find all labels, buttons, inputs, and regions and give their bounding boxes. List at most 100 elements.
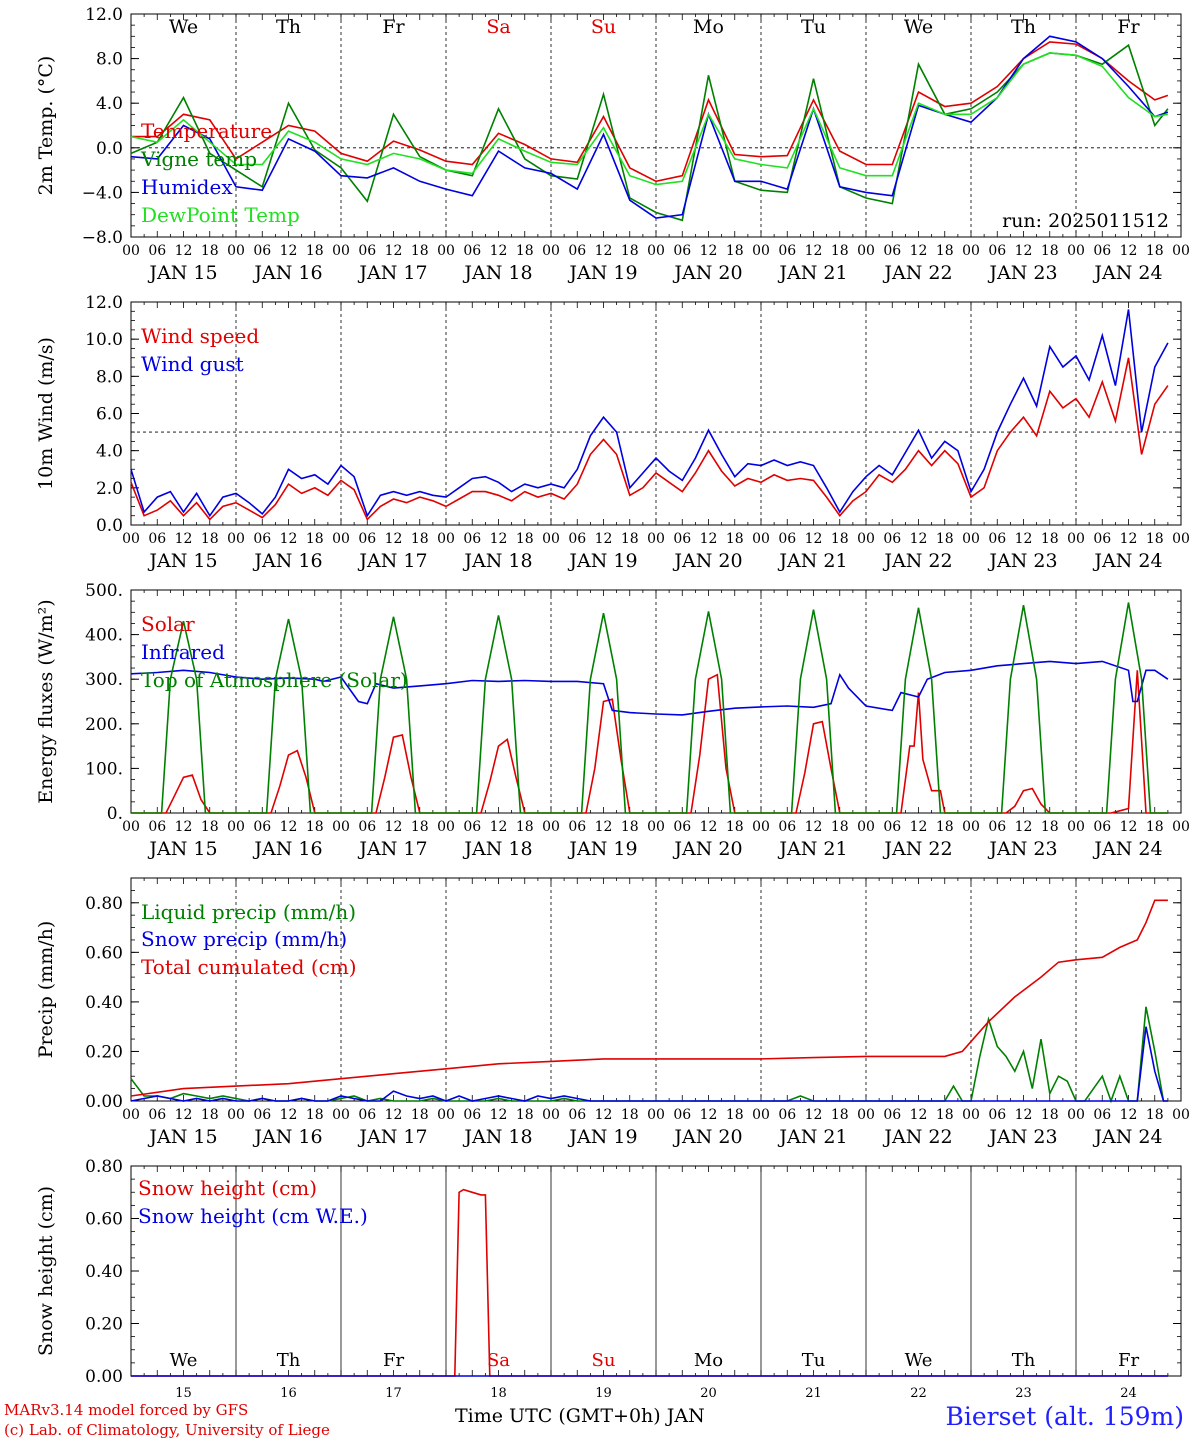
legend-entry: Infrared xyxy=(141,640,225,664)
weekday-label: Su xyxy=(592,1350,616,1371)
hour-label: 06 xyxy=(568,531,586,547)
hour-label: 18 xyxy=(201,1107,219,1123)
hour-label: 12 xyxy=(910,819,928,835)
date-label: JAN 20 xyxy=(672,838,742,860)
date-label: JAN 16 xyxy=(252,838,322,860)
hour-label: 12 xyxy=(1015,819,1033,835)
hour-label: 12 xyxy=(1015,531,1033,547)
y-tick-label: 0.0 xyxy=(96,516,123,536)
y-tick-label: 0.00 xyxy=(85,1092,123,1112)
date-label: JAN 18 xyxy=(462,838,532,860)
hour-label: 00 xyxy=(1172,819,1190,835)
date-label: JAN 15 xyxy=(147,1126,217,1148)
hour-label: 12 xyxy=(175,531,193,547)
legend-entry: Snow height (cm) xyxy=(138,1176,317,1200)
y-tick-label: 0.00 xyxy=(85,1367,123,1387)
date-label: JAN 18 xyxy=(462,550,532,572)
y-tick-label: 10.0 xyxy=(85,330,123,350)
weekday-label: Fr xyxy=(1118,1350,1139,1371)
hour-label: 00 xyxy=(542,531,560,547)
hour-label: 00 xyxy=(1172,243,1190,259)
hour-label: 18 xyxy=(201,243,219,259)
hour-label: 12 xyxy=(1015,243,1033,259)
legend-entry: Snow precip (mm/h) xyxy=(141,927,347,951)
hour-label: 12 xyxy=(700,243,718,259)
hour-label: 12 xyxy=(175,819,193,835)
hour-label: 06 xyxy=(778,531,796,547)
hour-label: 12 xyxy=(910,531,928,547)
hour-label: 00 xyxy=(227,243,245,259)
hour-label: 06 xyxy=(148,1107,166,1123)
hour-label: 00 xyxy=(647,243,665,259)
hour-label: 06 xyxy=(1093,1107,1111,1123)
y-tick-label: 400. xyxy=(85,626,123,646)
date-label: JAN 23 xyxy=(987,838,1057,860)
date-label: JAN 18 xyxy=(462,1126,532,1148)
hour-label: 06 xyxy=(358,531,376,547)
run-label: run: 2025011512 xyxy=(1002,210,1169,232)
y-tick-label: 0.60 xyxy=(85,1210,123,1230)
hour-label: 18 xyxy=(621,819,639,835)
hour-label: 00 xyxy=(122,1107,140,1123)
date-label: JAN 23 xyxy=(987,1126,1057,1148)
weekday-label: We xyxy=(169,16,198,38)
hour-label: 00 xyxy=(227,531,245,547)
hour-label: 00 xyxy=(962,1107,980,1123)
weekday-label: Fr xyxy=(383,1350,404,1371)
date-label: JAN 15 xyxy=(147,838,217,860)
hour-label: 06 xyxy=(1093,243,1111,259)
hour-label: 06 xyxy=(568,819,586,835)
hour-label: 18 xyxy=(726,531,744,547)
hour-label: 06 xyxy=(1093,531,1111,547)
y-tick-label: −4.0 xyxy=(82,183,123,203)
hour-label: 00 xyxy=(752,819,770,835)
hour-label: 00 xyxy=(857,819,875,835)
hour-label: 18 xyxy=(621,243,639,259)
y-axis-title: Energy fluxes (W/m²) xyxy=(35,599,57,803)
hour-label: 18 xyxy=(516,1107,534,1123)
legend-entry: Vigne temp xyxy=(140,147,257,171)
hour-label: 18 xyxy=(306,243,324,259)
y-tick-label: 0.20 xyxy=(85,1315,123,1335)
hour-label: 12 xyxy=(805,243,823,259)
date-label: JAN 17 xyxy=(357,1126,427,1148)
series-line xyxy=(130,35,1169,219)
hour-label: 00 xyxy=(752,1107,770,1123)
day-number: 16 xyxy=(280,1386,297,1401)
date-label: JAN 23 xyxy=(987,262,1057,284)
hour-label: 18 xyxy=(1041,243,1059,259)
hour-label: 06 xyxy=(883,531,901,547)
weekday-label: We xyxy=(904,16,933,38)
weekday-label: Mo xyxy=(693,16,724,38)
weekday-label: Th xyxy=(277,1350,301,1371)
hour-label: 12 xyxy=(805,819,823,835)
hour-label: 00 xyxy=(122,819,140,835)
hour-label: 06 xyxy=(673,531,691,547)
hour-label: 06 xyxy=(463,1107,481,1123)
hour-label: 18 xyxy=(621,1107,639,1123)
hour-label: 00 xyxy=(437,243,455,259)
y-tick-label: 12.0 xyxy=(85,5,123,25)
hour-label: 18 xyxy=(831,819,849,835)
hour-label: 06 xyxy=(673,243,691,259)
date-label: JAN 20 xyxy=(672,550,742,572)
series-line xyxy=(131,1188,1168,1377)
legend-entry: Total cumulated (cm) xyxy=(141,955,357,979)
weekday-label: Th xyxy=(1011,16,1036,38)
hour-label: 12 xyxy=(280,819,298,835)
day-number: 24 xyxy=(1120,1386,1137,1401)
day-number: 23 xyxy=(1015,1386,1032,1401)
series-line xyxy=(131,670,1168,814)
hour-label: 06 xyxy=(988,243,1006,259)
y-tick-label: 300. xyxy=(85,670,123,690)
hour-label: 18 xyxy=(411,819,429,835)
hour-label: 00 xyxy=(752,531,770,547)
hour-label: 00 xyxy=(227,819,245,835)
hour-label: 06 xyxy=(358,1107,376,1123)
date-label: JAN 16 xyxy=(252,262,322,284)
hour-label: 00 xyxy=(1172,1107,1190,1123)
y-tick-label: 100. xyxy=(85,759,123,779)
hour-label: 00 xyxy=(647,819,665,835)
hour-label: 18 xyxy=(1041,819,1059,835)
hour-label: 06 xyxy=(778,819,796,835)
